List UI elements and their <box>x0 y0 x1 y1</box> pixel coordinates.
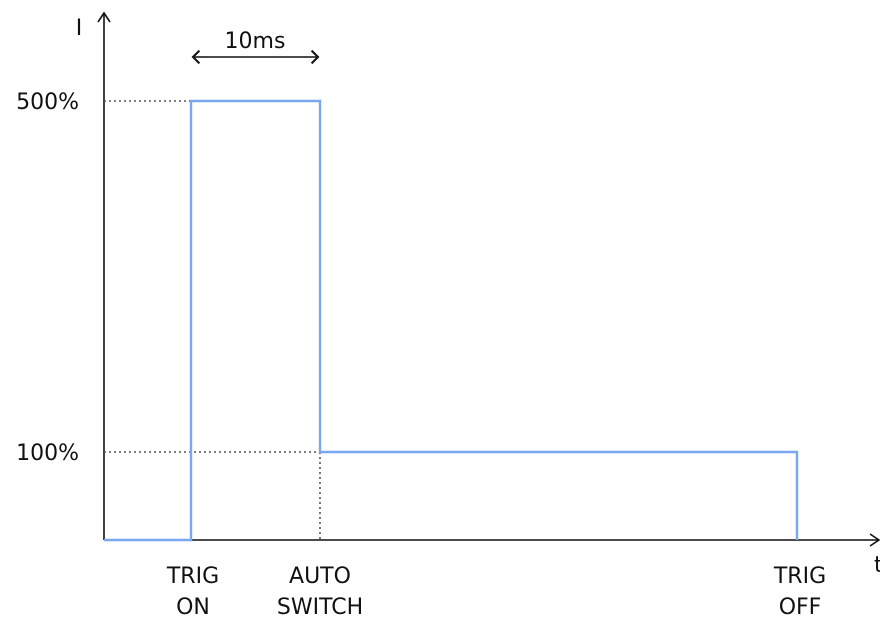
trig-off-label-line2: OFF <box>779 595 822 619</box>
y-axis-arrowhead <box>97 11 111 23</box>
duration-label: 10ms <box>225 29 286 54</box>
auto-switch-label-line2: SWITCH <box>277 595 363 619</box>
level-low-label: 100% <box>16 441 79 466</box>
trig-on-label-line1: TRIG <box>166 564 219 589</box>
auto-switch-label-line1: AUTO <box>289 564 351 589</box>
x-axis-arrowhead <box>869 533 880 547</box>
y-axis-label: I <box>76 16 83 41</box>
x-axis-label: t <box>874 553 880 578</box>
current-waveform <box>104 99 799 542</box>
trig-off-label-line1: TRIG <box>773 564 826 589</box>
trig-on-label-line2: ON <box>176 595 210 619</box>
level-high-label: 500% <box>16 90 79 115</box>
